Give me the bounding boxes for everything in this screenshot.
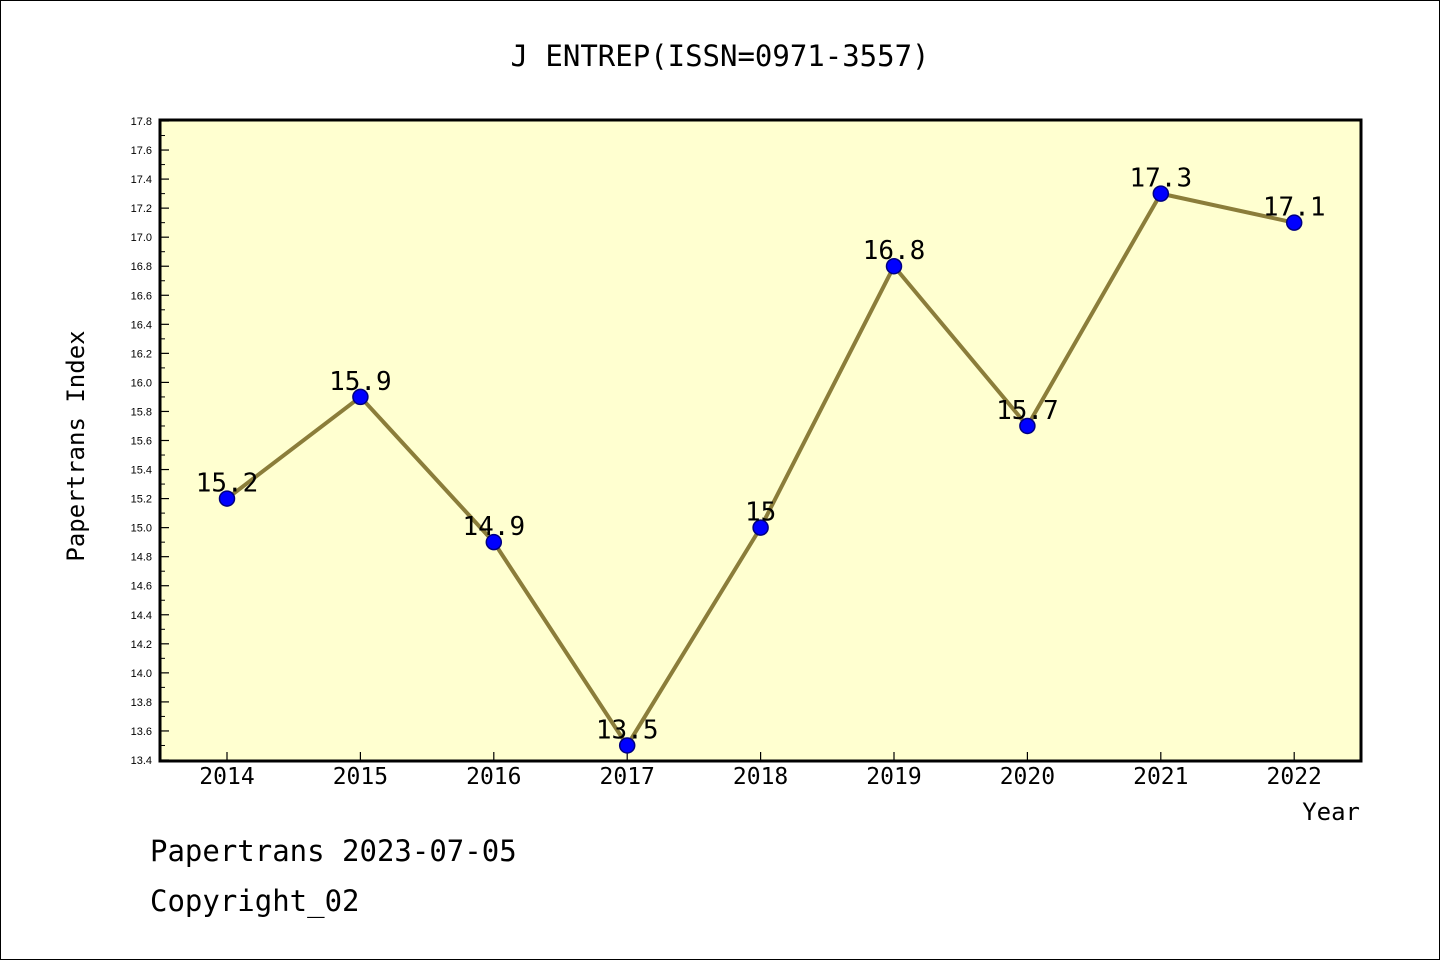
y-axis: 13.4 13.6 13.8 14.0 14.2 14.4 14.6 14.8 15.0 15.2… (131, 116, 169, 767)
y-tick-label: 16.4 (131, 319, 152, 331)
footer-date-text: Papertrans 2023-07-05 (150, 834, 517, 868)
data-labels: 15.2 15.9 14.9 13.5 15 16.8 15.7 17.3 17.1 (196, 164, 1326, 746)
y-tick-label: 17.0 (131, 232, 152, 244)
data-markers (218, 185, 1303, 754)
y-tick-label: 13.4 (131, 755, 152, 767)
x-tick-label: 2016 (466, 764, 521, 790)
data-point (485, 533, 503, 551)
data-label: 14.9 (462, 512, 525, 542)
data-point (752, 519, 769, 536)
x-tick-label: 2022 (1267, 764, 1322, 790)
plot-area (158, 118, 1363, 763)
y-tick-label: 16.2 (131, 348, 152, 360)
y-tick-label: 16.6 (131, 290, 152, 302)
y-tick-label: 14.4 (131, 610, 152, 622)
x-tick-label: 2020 (1000, 764, 1055, 790)
y-tick-label: 15.0 (131, 523, 152, 535)
data-label: 15.9 (329, 367, 392, 397)
data-point (218, 490, 236, 507)
x-tick-label: 2015 (333, 764, 388, 790)
footer-copyright-text: Copyright_02 (150, 884, 360, 918)
data-label: 17.1 (1263, 193, 1326, 223)
data-point (618, 737, 636, 754)
x-tick-label: 2017 (600, 764, 655, 790)
y-tick-label: 15.2 (131, 494, 152, 506)
x-axis-label: Year (1302, 798, 1360, 826)
data-point (1285, 214, 1303, 231)
data-label: 13.5 (596, 715, 659, 745)
x-tick-label: 2019 (866, 764, 921, 790)
y-tick-label: 17.4 (131, 174, 152, 186)
y-tick-label: 17.6 (131, 145, 152, 157)
y-tick-label: 17.8 (131, 116, 152, 128)
data-label: 15 (745, 498, 776, 528)
y-tick-label: 14.0 (131, 668, 152, 680)
y-tick-label: 14.2 (131, 639, 152, 651)
y-tick-label: 15.8 (131, 406, 152, 418)
data-label: 17.3 (1129, 164, 1192, 194)
data-label: 15.2 (196, 469, 259, 499)
data-label: 15.7 (996, 396, 1059, 426)
chart-title: J ENTREP(ISSN=0971-3557) (510, 39, 929, 73)
data-point (885, 257, 903, 275)
y-tick-label: 16.8 (131, 261, 152, 273)
data-point (352, 388, 369, 406)
y-tick-label: 14.6 (131, 581, 152, 593)
y-tick-label: 14.8 (131, 552, 152, 564)
y-tick-label: 13.6 (131, 726, 152, 738)
data-point (1019, 417, 1036, 435)
x-tick-label: 2018 (733, 764, 788, 790)
x-tick-label: 2014 (199, 764, 254, 790)
y-axis-label: Papertrans Index (62, 330, 90, 561)
x-tick-label: 2021 (1133, 764, 1188, 790)
y-tick-label: 15.6 (131, 436, 152, 448)
y-tick-label: 15.4 (131, 465, 152, 477)
data-point (1152, 185, 1170, 202)
y-tick-label: 16.0 (131, 377, 152, 389)
data-label: 16.8 (863, 236, 926, 266)
y-tick-label: 17.2 (131, 203, 152, 215)
y-tick-label: 13.8 (131, 697, 152, 709)
x-axis: 2014 2015 2016 2017 2018 2019 2020 2021 2022 (199, 752, 1322, 790)
